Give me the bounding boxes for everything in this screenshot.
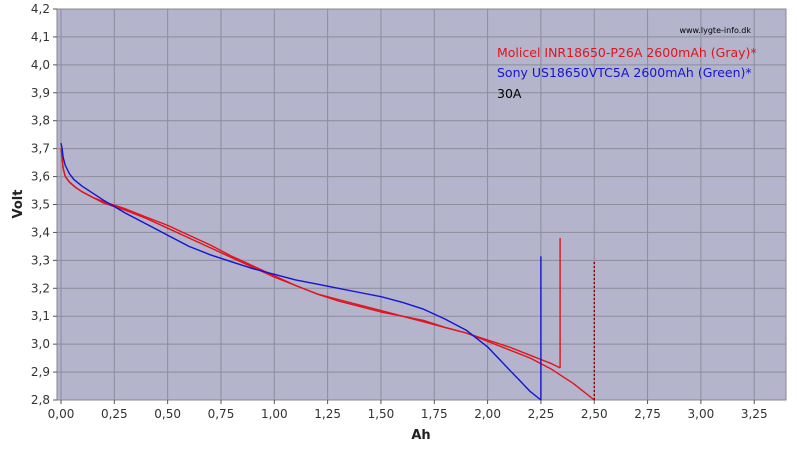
- x-tick-label: 0,00: [48, 407, 75, 421]
- y-tick-label: 3,0: [31, 337, 50, 351]
- x-tick-label: 1,00: [261, 407, 288, 421]
- series-line-1: [60, 142, 542, 401]
- watermark: www.lygte-info.dk: [679, 26, 751, 35]
- x-axis-title: Ah: [411, 428, 430, 443]
- x-tick-label: 1,25: [314, 407, 341, 421]
- y-tick-label: 2,9: [31, 365, 50, 379]
- y-tick-label: 3,1: [31, 309, 50, 323]
- x-tick-label: 0,75: [208, 407, 235, 421]
- grid-lines: [57, 9, 786, 400]
- x-tick-label: 2,25: [528, 407, 555, 421]
- x-tick-label: 0,50: [154, 407, 181, 421]
- y-tick-label: 3,4: [31, 225, 50, 239]
- x-tick-label: 2,75: [634, 407, 661, 421]
- x-tick-label: 3,00: [688, 407, 715, 421]
- y-tick-label: 3,2: [31, 281, 50, 295]
- x-tick-label: 1,50: [368, 407, 395, 421]
- y-tick-label: 2,8: [31, 393, 50, 407]
- x-tick-label: 2,50: [581, 407, 608, 421]
- series-lines: [60, 142, 595, 401]
- x-tick-label: 0,25: [101, 407, 128, 421]
- x-tick-label: 1,75: [421, 407, 448, 421]
- legend-series-sony: Sony US18650VTC5A 2600mAh (Green)*: [497, 65, 752, 80]
- y-tick-label: 3,3: [31, 253, 50, 267]
- y-tick-label: 3,8: [31, 114, 50, 128]
- x-tick-label: 2,00: [474, 407, 501, 421]
- y-tick-label: 3,7: [31, 142, 50, 156]
- x-axis-ticks: 0,00 0,25 0,50 0,75 1,00 1,25 1,50 1,75 2,00 2,25…: [48, 400, 768, 421]
- y-tick-label: 3,5: [31, 198, 50, 212]
- y-tick-label: 3,6: [31, 170, 50, 184]
- y-tick-label: 3,9: [31, 86, 50, 100]
- y-tick-label: 4,1: [31, 30, 50, 44]
- series-line-0: [60, 148, 595, 401]
- y-axis-ticks: 2,8 2,9 3,0 3,1 3,2 3,3 3,4 3,5 3,6 3,7 3,8 3,9 4,0 4…: [31, 2, 57, 407]
- x-tick-label: 3,25: [741, 407, 768, 421]
- y-tick-label: 4,0: [31, 58, 50, 72]
- y-tick-label: 4,2: [31, 2, 50, 16]
- legend-annotation-current: 30A: [497, 86, 522, 101]
- legend-series-molicel: Molicel INR18650-P26A 2600mAh (Gray)*: [497, 45, 757, 60]
- y-axis-title: Volt: [11, 190, 26, 219]
